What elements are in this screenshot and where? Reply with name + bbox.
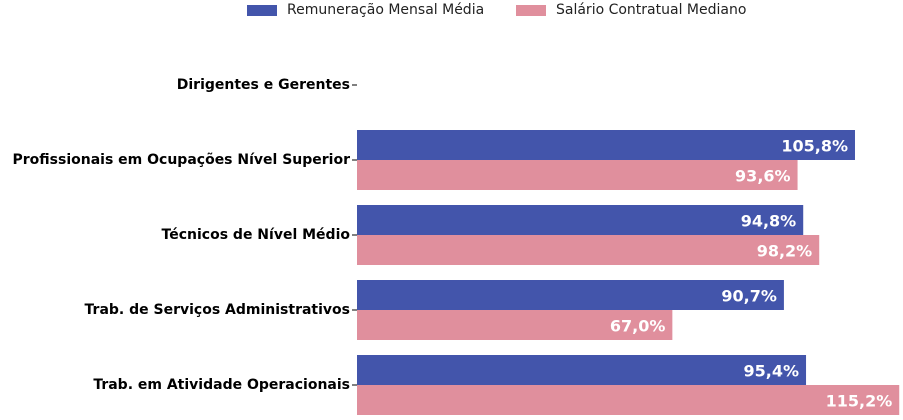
bar-salario [357,160,798,190]
category-label: Profissionais em Ocupações Nível Superio… [13,152,351,168]
bar-value-label: 93,6% [735,167,791,186]
bar-value-label: 105,8% [781,137,848,156]
bar-value-label: 95,4% [744,362,800,381]
legend-swatch-remuneracao [247,4,277,16]
bar-remuneracao [357,205,804,235]
bar-salario [357,310,673,340]
bar-remuneracao [357,355,807,385]
legend-item-remuneracao: Remuneração Mensal Média [247,2,484,18]
bar-salario [357,385,900,415]
bar-value-label: 94,8% [741,212,797,231]
category-label: Trab. de Serviços Administrativos [85,302,350,318]
legend-swatch-salario [516,4,546,16]
bar-value-label: 90,7% [721,287,777,306]
legend-label-salario: Salário Contratual Mediano [556,2,747,18]
category-label: Trab. em Atividade Operacionais [93,377,350,393]
bar-remuneracao [357,280,784,310]
bar-value-label: 67,0% [610,317,666,336]
bar-salario [357,235,820,265]
category-label: Dirigentes e Gerentes [177,77,350,93]
legend-label-remuneracao: Remuneração Mensal Média [287,2,485,18]
legend-item-salario: Salário Contratual Mediano [516,2,746,18]
bar-remuneracao [357,130,855,160]
category-label: Técnicos de Nível Médio [162,227,351,243]
bar-value-label: 98,2% [757,242,813,261]
legend: Remuneração Mensal Média Salário Contrat… [0,2,903,22]
bar-value-label: 115,2% [826,392,893,411]
